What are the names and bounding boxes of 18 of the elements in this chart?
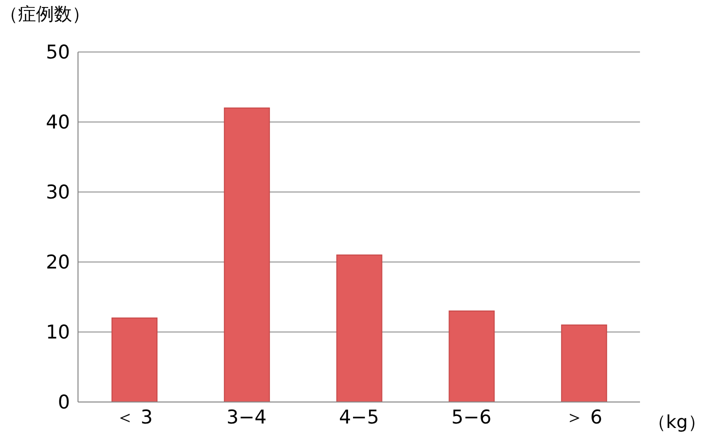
- x-tick-label: ＞ 6: [565, 406, 602, 428]
- y-tick-label: 0: [58, 392, 70, 414]
- bar: [336, 254, 382, 402]
- bar: [112, 318, 158, 402]
- x-tick-label: ＜ 3: [116, 406, 153, 428]
- y-tick-label: 10: [46, 322, 70, 344]
- bar: [561, 324, 608, 402]
- y-axis-title: （症例数）: [0, 3, 90, 26]
- x-axis-title: （kg）: [648, 411, 705, 434]
- bar: [224, 108, 270, 402]
- y-tick-label: 30: [46, 182, 70, 204]
- x-tick-label: 4−5: [338, 406, 380, 428]
- x-tick-label: 3−4: [226, 406, 267, 428]
- y-tick-label: 50: [46, 42, 70, 64]
- bar: [448, 310, 495, 402]
- x-tick-label: 5−6: [451, 406, 492, 428]
- y-tick-label: 40: [46, 112, 70, 134]
- y-tick-label: 20: [46, 252, 70, 274]
